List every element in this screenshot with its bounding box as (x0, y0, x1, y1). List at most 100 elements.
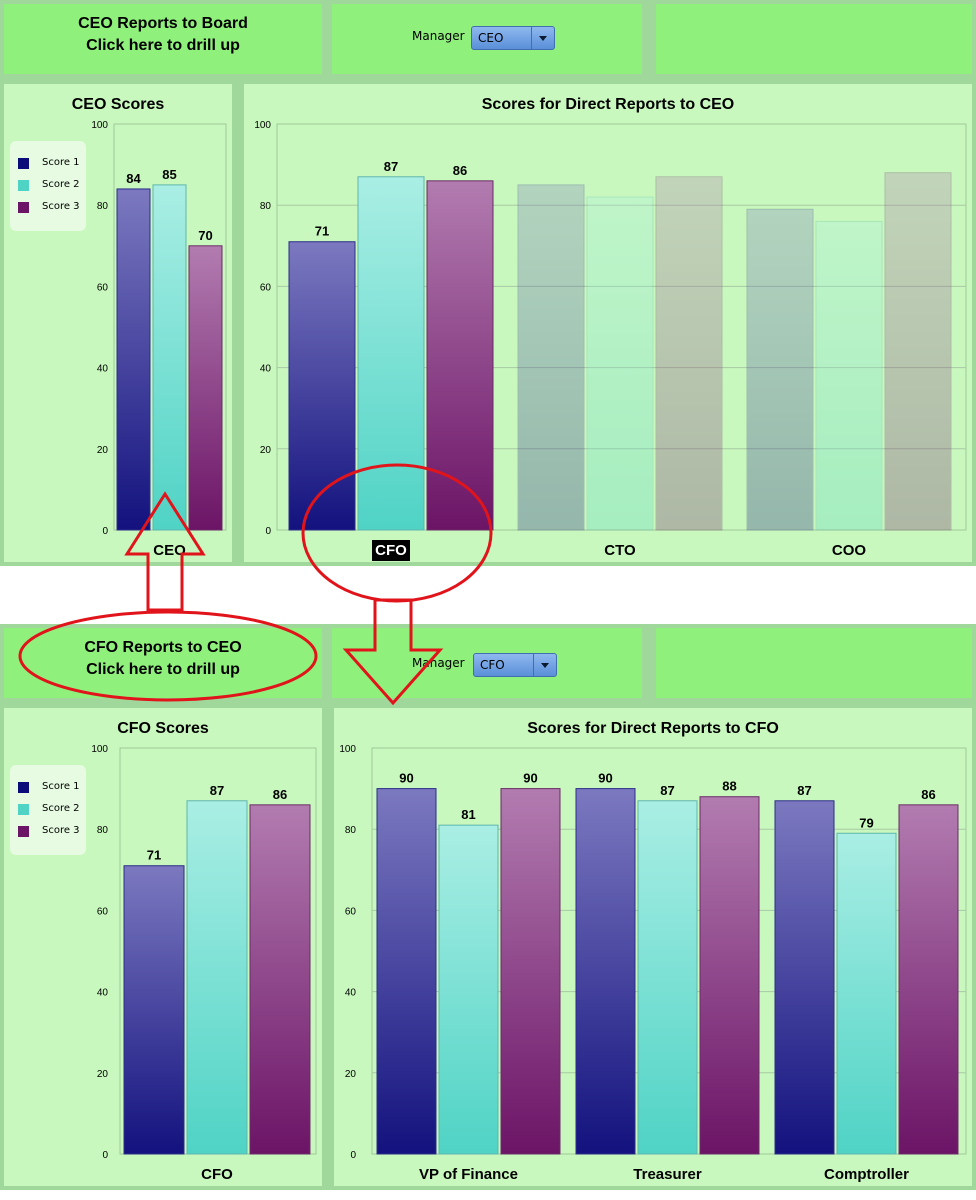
y-tick-label: 0 (265, 526, 271, 537)
category-label: VP of Finance (419, 1166, 518, 1183)
y-tick-label: 40 (97, 364, 109, 375)
y-tick-label: 20 (345, 1069, 357, 1080)
chevron-down-icon[interactable] (533, 654, 556, 676)
bar (152, 184, 187, 531)
manager-label: Manager (412, 656, 465, 670)
legend-swatch (18, 826, 29, 837)
y-tick-label: 40 (260, 364, 272, 375)
category-label: CFO (375, 542, 407, 559)
bar (116, 188, 151, 531)
ceo-scores-chart: 0 20 40 60 80 100 84 85 70 CEO (91, 120, 227, 559)
bar (426, 180, 494, 531)
y-tick-label: 0 (102, 1150, 108, 1161)
manager-dropdown-value: CEO (478, 31, 504, 45)
manager-dropdown[interactable]: CFO (473, 653, 557, 677)
cfo-dashboard: CFO Reports to CEO Click here to drill u… (0, 624, 976, 1190)
legend-label: Score 3 (42, 201, 80, 212)
category-label: CFO (201, 1166, 233, 1183)
y-tick-label: 100 (254, 120, 271, 131)
bar (376, 788, 437, 1155)
ceo-direct-reports-chart[interactable]: 0 20 40 60 80 100 71 87 86 CFO CTO COO (244, 84, 972, 562)
cfo-direct-reports-panel: Scores for Direct Reports to CFO 0 20 40 60… (334, 708, 972, 1186)
y-tick-label: 60 (260, 282, 272, 293)
category-label: CEO (153, 542, 186, 559)
legend-swatch (18, 180, 29, 191)
cfo-scores-panel: CFO Scores Score 1 Score 2 Score 3 0 20 40… (4, 708, 322, 1186)
legend-label: Score 1 (42, 781, 80, 792)
y-tick-label: 80 (97, 201, 109, 212)
legend-label: Score 2 (42, 179, 80, 190)
y-tick-label: 80 (97, 825, 109, 836)
y-tick-label: 40 (345, 988, 357, 999)
data-label: 86 (453, 163, 467, 178)
y-tick-label: 0 (350, 1150, 356, 1161)
drill-up-hint: Click here to drill up (86, 661, 240, 678)
data-label: 70 (198, 228, 212, 243)
y-tick-label: 80 (260, 201, 272, 212)
ceo-dashboard: CEO Reports to Board Click here to drill… (0, 0, 976, 566)
drill-up-button[interactable]: CEO Reports to Board Click here to drill… (4, 4, 322, 74)
manager-dropdown[interactable]: CEO (471, 26, 555, 50)
y-tick-label: 100 (91, 744, 108, 755)
ceo-direct-reports-panel: Scores for Direct Reports to CEO 0 20 40 60… (244, 84, 972, 562)
bar (655, 176, 723, 531)
data-label: 88 (722, 779, 736, 794)
data-label: 79 (859, 815, 873, 830)
cfo-scores-title: CFO Scores (117, 720, 209, 737)
bar (186, 800, 248, 1155)
data-label: 87 (384, 159, 398, 174)
legend-label: Score 1 (42, 157, 80, 168)
header-empty-cell (656, 628, 972, 698)
drill-up-button[interactable]: CFO Reports to CEO Click here to drill u… (4, 628, 322, 698)
legend-label: Score 2 (42, 803, 80, 814)
data-label: 86 (921, 787, 935, 802)
manager-label: Manager (412, 29, 465, 43)
y-tick-label: 40 (97, 988, 109, 999)
data-label: 90 (399, 771, 413, 786)
data-label: 86 (273, 787, 287, 802)
bar (836, 832, 897, 1155)
manager-selector-cell: Manager CEO (332, 4, 642, 74)
bar (637, 800, 698, 1155)
data-label: 87 (660, 783, 674, 798)
data-label: 90 (598, 771, 612, 786)
data-label: 87 (797, 783, 811, 798)
cfo-scores-legend: Score 1 Score 2 Score 3 (10, 765, 86, 855)
legend-label: Score 3 (42, 825, 80, 836)
bar (746, 208, 814, 531)
data-label: 71 (147, 848, 161, 863)
chevron-down-icon[interactable] (531, 27, 554, 49)
legend-swatch (18, 202, 29, 213)
bar (249, 804, 311, 1155)
y-tick-label: 20 (260, 445, 272, 456)
category-label: CTO (604, 542, 636, 559)
header-empty-cell (656, 4, 972, 74)
bar (586, 196, 654, 531)
bar (357, 176, 425, 531)
y-tick-label: 60 (97, 282, 109, 293)
bar (815, 220, 883, 531)
drill-up-hint: Click here to drill up (86, 37, 240, 54)
legend-swatch (18, 782, 29, 793)
y-tick-label: 60 (345, 906, 357, 917)
manager-selector-cell: Manager CFO (332, 628, 642, 698)
cfo-direct-reports-title: Scores for Direct Reports to CFO (527, 720, 779, 737)
data-label: 71 (315, 224, 329, 239)
y-tick-label: 60 (97, 906, 109, 917)
bar (123, 865, 185, 1155)
cfo-direct-reports-chart[interactable]: 0 20 40 60 80 100 90 81 90 VP of Finance 90 87 88 Tre… (334, 708, 972, 1186)
data-label: 85 (162, 167, 176, 182)
cfo-scores-chart: 0 20 40 60 80 100 71 87 86 CFO (91, 744, 317, 1183)
bar (699, 796, 760, 1155)
bar (517, 184, 585, 531)
legend-swatch (18, 804, 29, 815)
y-tick-label: 100 (91, 120, 108, 131)
y-tick-label: 100 (339, 744, 356, 755)
data-label: 84 (126, 171, 141, 186)
y-tick-label: 80 (345, 825, 357, 836)
ceo-scores-legend: Score 1 Score 2 Score 3 (10, 141, 86, 231)
bar (438, 824, 499, 1155)
ceo-scores-title: CEO Scores (71, 96, 165, 113)
bar (188, 245, 223, 531)
bar (898, 804, 959, 1155)
